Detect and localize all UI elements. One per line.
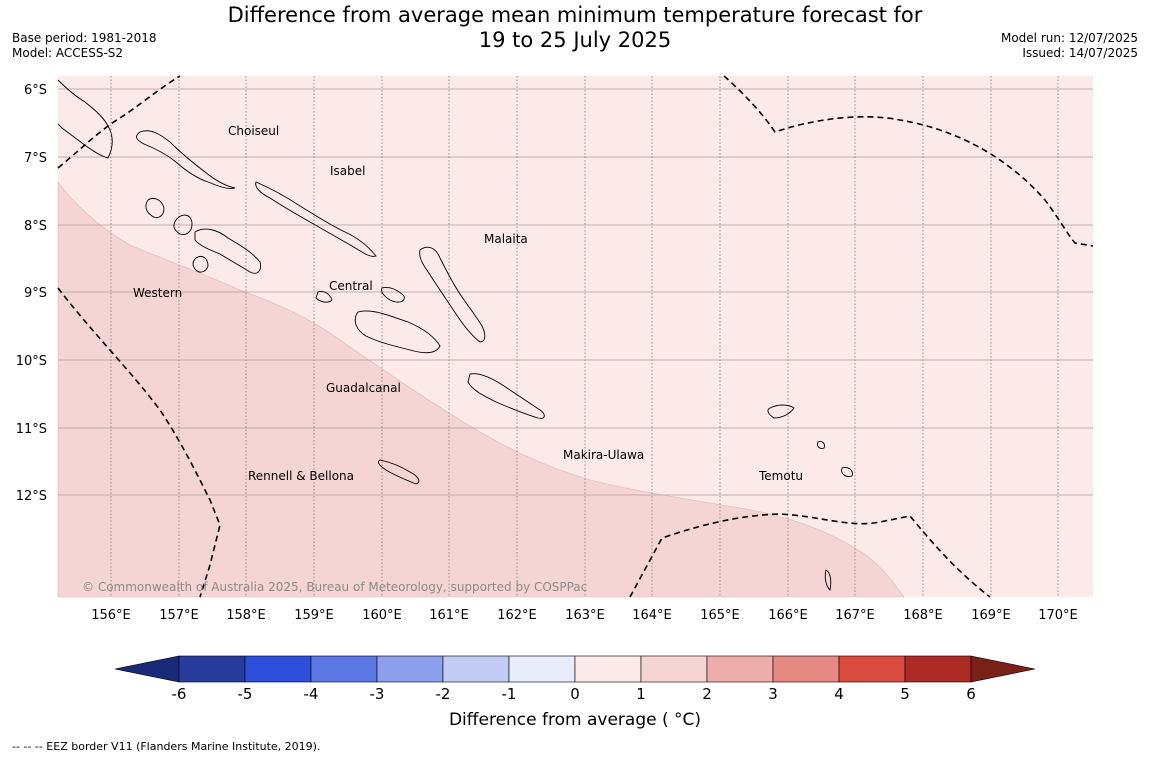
lon-label: 157°E <box>159 608 199 623</box>
florida-islands <box>315 287 405 303</box>
colorbar-tick: -5 <box>238 685 253 703</box>
meta-right: Model run: 12/07/2025 Issued: 14/07/2025 <box>1001 31 1138 61</box>
colorbar-cell <box>904 655 972 683</box>
lon-label: 168°E <box>903 608 943 623</box>
model-name: Model: ACCESS-S2 <box>12 46 124 60</box>
colorbar-over-arrow <box>970 655 1036 683</box>
lat-label: 10°S <box>16 354 47 369</box>
rendova <box>192 255 209 273</box>
lat-label: 11°S <box>16 422 47 437</box>
colorbar-cell <box>706 655 774 683</box>
place-choiseul: Choiseul <box>228 124 279 138</box>
colorbar-cell <box>442 655 510 683</box>
lon-label: 170°E <box>1038 608 1078 623</box>
eez-legend-note: -- -- -- EEZ border V11 (Flanders Marine… <box>12 740 321 753</box>
isabel-island <box>255 181 377 257</box>
forecast-map: 6°S 7°S 8°S 9°S 10°S 11°S 12°S 156°E 157… <box>16 75 1094 623</box>
colorbar-tick: -2 <box>436 685 451 703</box>
colorbar: -6 -5 -4 -3 -2 -1 0 1 2 3 4 5 6 <box>114 655 1036 703</box>
vella-lavella <box>145 197 165 219</box>
colorbar-cell <box>376 655 444 683</box>
place-temotu: Temotu <box>758 469 803 483</box>
lat-label: 6°S <box>24 83 47 98</box>
lat-label: 12°S <box>16 489 47 504</box>
colorbar-tick: -1 <box>502 685 517 703</box>
lat-label: 8°S <box>24 219 47 234</box>
bougainville-coast <box>57 79 113 159</box>
eez-border <box>57 75 1094 598</box>
colorbar-tick: 6 <box>966 685 976 703</box>
place-central: Central <box>329 279 373 293</box>
base-period: Base period: 1981-2018 <box>12 31 157 45</box>
colorbar-tick: 2 <box>702 685 712 703</box>
islands <box>57 79 853 591</box>
colorbar-cell <box>772 655 840 683</box>
colorbar-cell <box>244 655 312 683</box>
colorbar-under-arrow <box>114 655 180 683</box>
title-line-1: Difference from average mean minimum tem… <box>227 3 923 27</box>
colorbar-tick: 5 <box>900 685 910 703</box>
lon-label: 164°E <box>632 608 672 623</box>
lon-label: 162°E <box>497 608 537 623</box>
province-labels: Choiseul Isabel Malaita Western Central … <box>133 124 803 483</box>
place-makira-ulawa: Makira-Ulawa <box>563 448 644 462</box>
lon-label: 160°E <box>362 608 402 623</box>
lon-label: 156°E <box>91 608 131 623</box>
colorbar-cell <box>508 655 576 683</box>
lat-label: 9°S <box>24 286 47 301</box>
anomaly-region-1-2C <box>57 181 905 598</box>
title-line-2: 19 to 25 July 2025 <box>478 28 672 52</box>
colorbar-tick: 0 <box>570 685 580 703</box>
lon-label: 169°E <box>971 608 1011 623</box>
santa-cruz-island <box>767 404 795 419</box>
lon-label: 159°E <box>294 608 334 623</box>
meta-left: Base period: 1981-2018 Model: ACCESS-S2 <box>12 31 157 61</box>
rennell-island <box>377 459 420 485</box>
colorbar-tick: -4 <box>304 685 319 703</box>
place-isabel: Isabel <box>330 164 365 178</box>
colorbar-cell <box>574 655 642 683</box>
guadalcanal-island <box>354 310 441 354</box>
colorbar-label: Difference from average ( °C) <box>448 710 702 730</box>
lon-label: 167°E <box>835 608 875 623</box>
place-rennell-bellona: Rennell & Bellona <box>248 469 354 483</box>
lat-labels: 6°S 7°S 8°S 9°S 10°S 11°S 12°S <box>16 83 47 504</box>
anuta-island <box>824 569 832 591</box>
copyright-notice: © Commonwealth of Australia 2025, Bureau… <box>82 580 588 594</box>
lon-gridlines <box>110 76 1059 597</box>
lat-gridlines <box>58 88 1093 496</box>
colorbar-cell <box>178 655 246 683</box>
colorbar-cell <box>310 655 378 683</box>
choiseul-island <box>136 130 236 189</box>
chart-title: Difference from average mean minimum tem… <box>0 3 1150 53</box>
colorbar-tick-labels: -6 -5 -4 -3 -2 -1 0 1 2 3 4 5 6 <box>172 685 976 703</box>
malaita-island <box>419 246 486 343</box>
lon-label: 158°E <box>226 608 266 623</box>
colorbar-tick: 4 <box>834 685 844 703</box>
lat-label: 7°S <box>24 151 47 166</box>
colorbar-cells <box>178 655 972 683</box>
colorbar-tick: 1 <box>636 685 646 703</box>
colorbar-tick: 3 <box>768 685 778 703</box>
makira-island <box>467 373 545 419</box>
place-malaita: Malaita <box>484 232 528 246</box>
colorbar-tick: -3 <box>370 685 385 703</box>
colorbar-tick: -6 <box>172 685 187 703</box>
colorbar-cell <box>640 655 708 683</box>
lon-labels: 156°E 157°E 158°E 159°E 160°E 161°E 162°… <box>91 608 1078 623</box>
colorbar-cell <box>838 655 906 683</box>
lon-label: 163°E <box>565 608 605 623</box>
place-guadalcanal: Guadalcanal <box>326 381 401 395</box>
issued-date: Issued: 14/07/2025 <box>1022 46 1138 60</box>
lon-label: 166°E <box>768 608 808 623</box>
model-run: Model run: 12/07/2025 <box>1000 31 1138 45</box>
temotu-island-small <box>817 441 853 477</box>
place-western: Western <box>133 286 182 300</box>
lon-label: 165°E <box>700 608 740 623</box>
new-georgia-islands <box>173 214 261 274</box>
lon-label: 161°E <box>429 608 469 623</box>
